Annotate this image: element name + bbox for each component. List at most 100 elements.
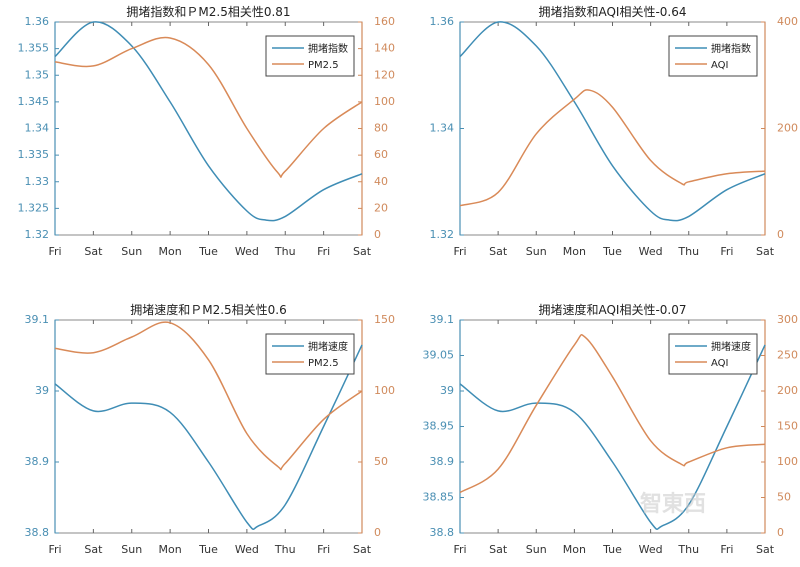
series-line-left [54, 344, 363, 530]
x-tick-label: Sun [526, 543, 547, 556]
legend: 拥堵指数 PM2.5 [265, 35, 355, 77]
y-left-tick-label: 1.335 [18, 148, 50, 161]
legend-label: 拥堵速度 [711, 340, 751, 353]
x-tick-label: Sat [84, 543, 103, 556]
y-left-tick-label: 1.36 [430, 15, 455, 28]
x-tick-label: Sat [353, 245, 372, 258]
y-right-tick-label: 120 [374, 68, 395, 81]
series-line-right [54, 321, 363, 471]
x-tick-label: Mon [563, 245, 586, 258]
x-tick-label: Fri [453, 245, 466, 258]
x-tick-label: Thu [677, 543, 699, 556]
legend-label: AQI [711, 358, 729, 369]
y-left-tick-label: 1.355 [18, 42, 50, 55]
y-right-tick-label: 300 [777, 313, 798, 326]
x-tick-label: Sat [756, 543, 775, 556]
y-right-tick-label: 60 [374, 148, 388, 161]
y-left-tick-label: 1.325 [18, 201, 50, 214]
series-line-left [459, 21, 766, 222]
legend-box [668, 333, 758, 375]
x-tick-label: Mon [563, 543, 586, 556]
y-right-tick-label: 80 [374, 122, 388, 135]
y-left-tick-label: 39.1 [430, 313, 455, 326]
y-right-tick-label: 50 [374, 455, 388, 468]
y-left-tick-label: 38.8 [430, 526, 455, 539]
y-left-tick-label: 1.36 [25, 15, 50, 28]
y-right-tick-label: 0 [777, 228, 784, 241]
y-left-tick-label: 1.33 [25, 175, 50, 188]
legend-label: AQI [711, 60, 729, 71]
y-left-tick-label: 1.34 [430, 122, 455, 135]
x-tick-label: Wed [235, 543, 259, 556]
legend-box [265, 35, 355, 77]
y-right-tick-label: 100 [777, 455, 798, 468]
x-tick-label: Fri [317, 543, 330, 556]
y-right-tick-label: 100 [374, 384, 395, 397]
y-left-tick-label: 38.85 [423, 491, 455, 504]
x-tick-label: Sun [121, 543, 142, 556]
watermark: 智東西 [640, 492, 707, 517]
y-left-tick-label: 39 [440, 384, 454, 397]
y-right-tick-label: 200 [777, 384, 798, 397]
x-tick-label: Tue [198, 543, 218, 556]
y-left-tick-label: 38.95 [423, 420, 455, 433]
x-tick-label: Wed [639, 245, 663, 258]
y-right-tick-label: 150 [777, 420, 798, 433]
x-tick-label: Sat [756, 245, 775, 258]
legend: 拥堵速度 PM2.5 [265, 333, 355, 375]
y-right-tick-label: 250 [777, 349, 798, 362]
y-right-tick-label: 0 [777, 526, 784, 539]
subplot-3: 拥堵速度和ＰM2.5相关性0.6 Fri Sat Sun Mon Tue Wed Thu Fri… [25, 302, 396, 556]
y-left-tick-label: 38.8 [25, 526, 50, 539]
legend-label: PM2.5 [308, 60, 339, 71]
x-tick-label: Wed [235, 245, 259, 258]
x-tick-label: Tue [602, 245, 622, 258]
y-left-tick-label: 1.345 [18, 95, 50, 108]
subplot-1: 拥堵指数和ＰM2.5相关性0.81 Fri Sat Sun Mon Tue Wed Thu Fr… [18, 4, 396, 258]
legend-label: 拥堵速度 [308, 340, 348, 353]
y-right-tick-label: 100 [374, 95, 395, 108]
x-tick-label: Fri [317, 245, 330, 258]
x-tick-label: Sun [121, 245, 142, 258]
x-tick-label: Thu [274, 245, 296, 258]
y-right-tick-label: 40 [374, 175, 388, 188]
series-line-right [459, 333, 766, 494]
chart-title: 拥堵指数和ＰM2.5相关性0.81 [126, 4, 290, 19]
y-left-tick-label: 1.32 [25, 228, 50, 241]
x-tick-label: Mon [159, 543, 182, 556]
series-line-right [459, 89, 766, 207]
y-left-tick-label: 1.32 [430, 228, 455, 241]
chart-title: 拥堵速度和AQI相关性-0.07 [538, 302, 686, 317]
y-left-tick-label: 1.34 [25, 122, 50, 135]
y-right-tick-label: 140 [374, 42, 395, 55]
subplot-4: 拥堵速度和AQI相关性-0.07 Fri Sat Sun Mon Tue Wed Thu Fri… [423, 302, 799, 556]
y-right-tick-label: 150 [374, 313, 395, 326]
x-tick-label: Sat [489, 543, 508, 556]
legend-label: PM2.5 [308, 358, 339, 369]
y-right-tick-label: 160 [374, 15, 395, 28]
subplot-2: 拥堵指数和AQI相关性-0.64 Fri Sat Sun Mon Tue Wed Thu Fri… [430, 4, 799, 258]
y-right-tick-label: 20 [374, 201, 388, 214]
y-left-tick-label: 39 [35, 384, 49, 397]
y-left-tick-label: 39.05 [423, 349, 455, 362]
x-tick-label: Thu [274, 543, 296, 556]
x-tick-label: Sat [489, 245, 508, 258]
x-tick-label: Sun [526, 245, 547, 258]
legend: 拥堵指数 AQI [668, 35, 758, 77]
y-right-tick-label: 200 [777, 122, 798, 135]
x-tick-label: Tue [602, 543, 622, 556]
chart-title: 拥堵指数和AQI相关性-0.64 [538, 4, 686, 19]
series-line-left [54, 21, 363, 222]
x-tick-label: Fri [720, 245, 733, 258]
x-tick-label: Wed [639, 543, 663, 556]
legend-label: 拥堵指数 [711, 42, 751, 55]
x-tick-label: Fri [720, 543, 733, 556]
series-line-right [54, 36, 363, 178]
x-tick-label: Fri [48, 245, 61, 258]
legend-box [668, 35, 758, 77]
legend: 拥堵速度 AQI [668, 333, 758, 375]
legend-label: 拥堵指数 [308, 42, 348, 55]
y-right-tick-label: 0 [374, 228, 381, 241]
y-left-tick-label: 38.9 [25, 455, 50, 468]
